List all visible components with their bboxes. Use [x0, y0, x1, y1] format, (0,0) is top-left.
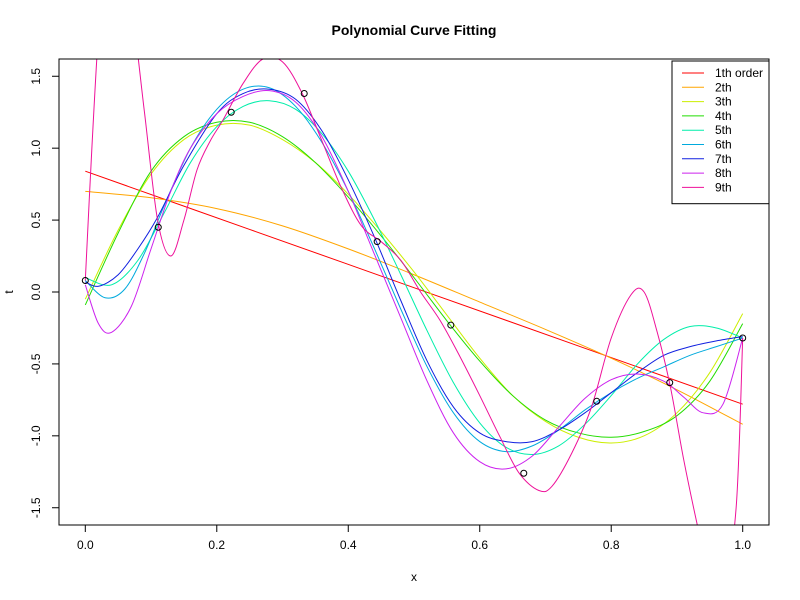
data-point-1	[81, 276, 89, 284]
legend-box	[671, 60, 770, 205]
data-point-7	[520, 469, 528, 477]
x-tick-label: 0.4	[340, 538, 357, 552]
series-line-2	[85, 190, 743, 425]
series-line-3	[84, 122, 744, 444]
points-layer	[81, 90, 747, 477]
plot-frame	[58, 58, 770, 526]
series-line-6	[84, 85, 743, 453]
y-axis: -1.5 -1.0 -0.5 0.0 0.5 1.0 1.5	[29, 68, 59, 518]
legend-label-8: 8th	[715, 166, 732, 180]
y-tick-label: -1.5	[29, 497, 43, 518]
data-point-5	[373, 238, 381, 246]
series-line-9	[84, 59, 744, 525]
series-line-8	[84, 89, 744, 470]
legend-label-3: 3th	[715, 95, 732, 109]
x-axis: 0.0 0.2 0.4 0.6 0.8 1.0	[77, 525, 751, 552]
y-tick-label: 1.5	[29, 68, 43, 85]
legend-label-7: 7th	[715, 152, 732, 166]
data-point-4	[300, 90, 308, 98]
chart-title: Polynomial Curve Fitting	[332, 22, 497, 38]
data-point-10	[739, 334, 747, 342]
x-tick-label: 0.8	[603, 538, 620, 552]
data-point-6	[447, 321, 455, 329]
data-point-2	[154, 223, 162, 231]
y-tick-label: 0.5	[29, 211, 43, 228]
y-axis-label: t	[2, 290, 16, 294]
y-tick-label: 1.0	[29, 140, 43, 157]
x-tick-label: 0.6	[471, 538, 488, 552]
legend-label-1: 1th order	[715, 66, 763, 80]
data-point-9	[666, 379, 674, 387]
x-axis-label: x	[411, 570, 417, 584]
x-tick-label: 1.0	[734, 538, 751, 552]
legend-label-5: 5th	[715, 123, 732, 137]
legend-label-4: 4th	[715, 109, 732, 123]
y-tick-label: -1.0	[29, 425, 43, 446]
series-line-5	[85, 100, 743, 456]
legend-label-9: 9th	[715, 180, 732, 194]
series-layer	[84, 59, 744, 525]
data-point-8	[593, 397, 601, 405]
x-tick-label: 0.0	[77, 538, 94, 552]
series-line-1	[85, 170, 743, 405]
y-tick-label: -0.5	[29, 353, 43, 374]
series-line-7	[85, 88, 743, 444]
x-tick-label: 0.2	[208, 538, 225, 552]
series-line-4	[84, 119, 744, 438]
data-point-3	[227, 108, 235, 116]
legend-label-2: 2th	[715, 80, 732, 94]
y-tick-label: 0.0	[29, 283, 43, 300]
legend-label-6: 6th	[715, 138, 732, 152]
